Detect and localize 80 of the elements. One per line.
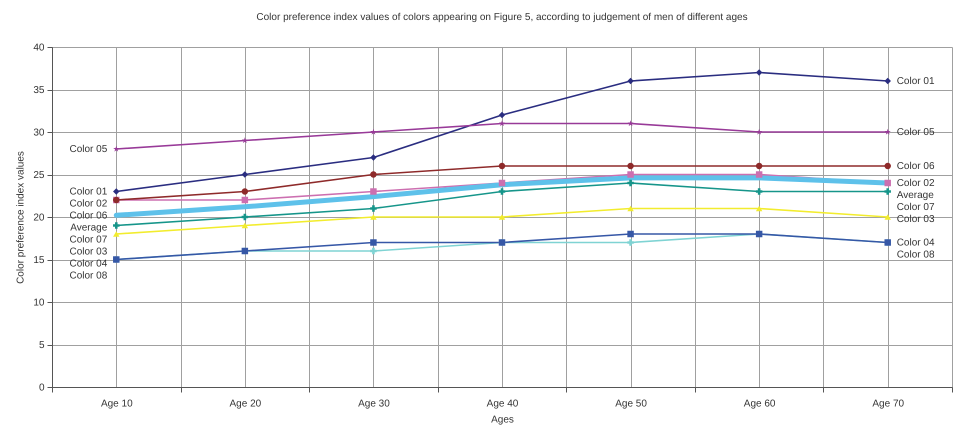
series-label: Color 06 [896, 161, 935, 172]
point [242, 137, 248, 144]
y-tick-label: 15 [33, 255, 45, 266]
text: Color 07 [896, 202, 935, 213]
series-label: Color 07 [69, 234, 108, 246]
point [242, 214, 248, 220]
point [756, 188, 762, 195]
point [370, 214, 377, 220]
point [113, 146, 120, 152]
point [370, 154, 377, 161]
point [884, 180, 891, 186]
series-label: Color 05 [69, 144, 108, 155]
text: Color 08 [69, 270, 108, 282]
point [627, 230, 634, 238]
series-label: Color 08 [896, 250, 935, 260]
point [370, 188, 377, 195]
point [756, 171, 762, 178]
point [370, 205, 377, 212]
text: Color 03 [69, 246, 108, 258]
point [242, 188, 248, 195]
y-tick-label: 35 [33, 85, 45, 96]
x-tick-label: Age 10 [100, 398, 134, 410]
point [756, 69, 762, 76]
point [756, 162, 762, 170]
series-label: Color 03 [896, 214, 935, 225]
text: Color 04 [69, 258, 108, 270]
point [498, 214, 506, 220]
y-tick-label: 5 [38, 340, 45, 351]
point [113, 222, 120, 229]
point [756, 128, 762, 135]
point [370, 239, 377, 246]
point [113, 231, 120, 237]
x-tick-label: Age 40 [486, 398, 519, 410]
text: Color 06 [69, 210, 108, 222]
point [884, 188, 891, 195]
x-tick-label: Age 20 [230, 398, 262, 410]
y-tick-label: 40 [33, 42, 45, 54]
point [627, 239, 634, 246]
chart-title: Color preference index values of colors appearing on Figure 5, according to judgement of men of different ages [256, 12, 748, 23]
point [498, 162, 506, 170]
y-tick-label: 10 [33, 298, 45, 308]
text: Color 05 [896, 127, 935, 138]
point [370, 248, 377, 254]
text: Color 01 [69, 186, 108, 198]
text: Average [70, 222, 108, 234]
point [242, 171, 248, 178]
y-tick-label: 0 [38, 382, 45, 394]
point [884, 214, 891, 220]
x-tick-label: Age 70 [872, 398, 904, 410]
point [627, 78, 634, 84]
y-tick-label: 30 [33, 128, 45, 138]
point [627, 120, 634, 126]
point [370, 171, 377, 178]
series-label: Color 01 [896, 76, 935, 87]
point [627, 180, 634, 186]
point [884, 128, 891, 135]
point [242, 196, 248, 204]
point [627, 171, 634, 178]
series-label: Average [896, 190, 934, 201]
x-tick-label: Age 60 [744, 398, 776, 410]
point [242, 222, 248, 228]
y-tick-label: 25 [33, 170, 45, 181]
point [756, 206, 762, 212]
point [498, 188, 506, 195]
point [627, 206, 634, 212]
series-label: Color 04 [896, 238, 935, 248]
series-label: Color 02 [896, 178, 935, 189]
x-axis-title: Ages [491, 414, 514, 426]
point [498, 112, 506, 118]
x-tick-label: Age 30 [358, 398, 390, 410]
x-tick-label: Age 50 [615, 398, 648, 410]
point [498, 120, 506, 126]
y-axis-title: Color preference index values [15, 151, 26, 284]
point [113, 188, 120, 195]
text: Color 02 [69, 198, 108, 210]
y-tick-label: 20 [33, 212, 45, 224]
point [884, 78, 891, 84]
point [370, 128, 377, 135]
point [884, 162, 891, 170]
point [627, 162, 634, 170]
